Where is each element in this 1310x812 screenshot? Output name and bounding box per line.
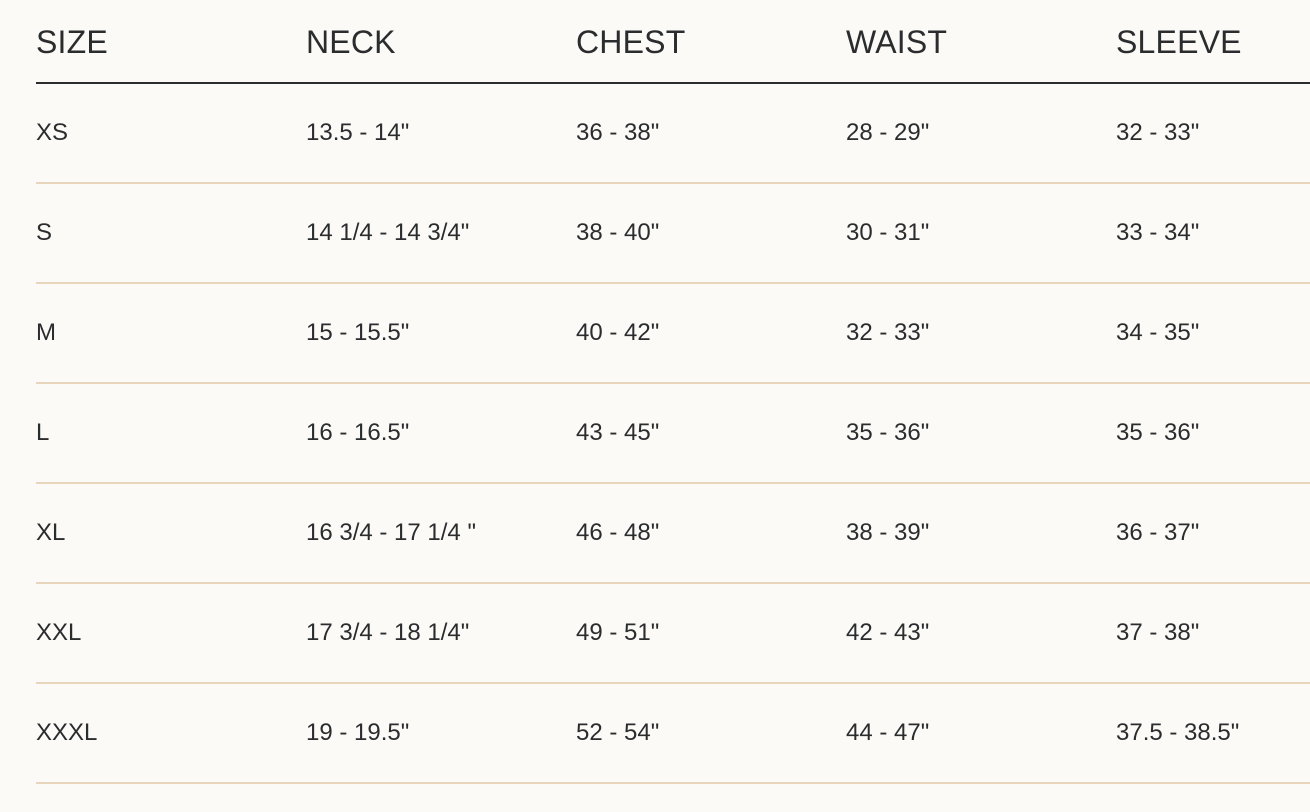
cell-sleeve: 33 - 34" <box>1116 219 1200 246</box>
cell-neck: 19 - 19.5" <box>306 719 410 746</box>
table-row: S 14 1/4 - 14 3/4" 38 - 40" 30 - 31" 33 - 34… <box>36 184 1310 284</box>
cell-sleeve: 32 - 33" <box>1116 119 1200 146</box>
column-header-neck: NECK <box>306 23 396 60</box>
cell-chest: 43 - 45" <box>576 419 660 446</box>
column-header-size: SIZE <box>36 23 108 60</box>
cell-sleeve: 34 - 35" <box>1116 319 1200 346</box>
cell-chest: 46 - 48" <box>576 519 660 546</box>
cell-neck: 13.5 - 14" <box>306 119 410 146</box>
cell-waist: 30 - 31" <box>846 219 930 246</box>
cell-sleeve: 35 - 36" <box>1116 419 1200 446</box>
cell-sleeve: 37.5 - 38.5" <box>1116 719 1240 746</box>
cell-size: XXXL <box>36 719 98 746</box>
table-row: XXL 17 3/4 - 18 1/4" 49 - 51" 42 - 43" 37 - … <box>36 584 1310 684</box>
cell-sleeve: 37 - 38" <box>1116 619 1200 646</box>
cell-neck: 16 - 16.5" <box>306 419 410 446</box>
table-row: M 15 - 15.5" 40 - 42" 32 - 33" 34 - 35" <box>36 284 1310 384</box>
column-header-chest: CHEST <box>576 23 686 60</box>
cell-waist: 42 - 43" <box>846 619 930 646</box>
cell-chest: 40 - 42" <box>576 319 660 346</box>
cell-size: XL <box>36 519 66 546</box>
cell-waist: 35 - 36" <box>846 419 930 446</box>
cell-neck: 16 3/4 - 17 1/4 " <box>306 519 476 546</box>
table-row: XL 16 3/4 - 17 1/4 " 46 - 48" 38 - 39" 36 - … <box>36 484 1310 584</box>
cell-sleeve: 36 - 37" <box>1116 519 1200 546</box>
column-header-waist: WAIST <box>846 23 948 60</box>
cell-waist: 44 - 47" <box>846 719 930 746</box>
table-row: L 16 - 16.5" 43 - 45" 35 - 36" 35 - 36" <box>36 384 1310 484</box>
table-body: XS 13.5 - 14" 36 - 38" 28 - 29" 32 - 33" S 14 … <box>36 84 1310 784</box>
cell-chest: 49 - 51" <box>576 619 660 646</box>
cell-size: XS <box>36 119 69 146</box>
cell-chest: 38 - 40" <box>576 219 660 246</box>
cell-waist: 32 - 33" <box>846 319 930 346</box>
cell-waist: 28 - 29" <box>846 119 930 146</box>
cell-neck: 15 - 15.5" <box>306 319 410 346</box>
table-row: XS 13.5 - 14" 36 - 38" 28 - 29" 32 - 33" <box>36 84 1310 184</box>
cell-neck: 17 3/4 - 18 1/4" <box>306 619 470 646</box>
table-row: XXXL 19 - 19.5" 52 - 54" 44 - 47" 37.5 - 38.… <box>36 684 1310 784</box>
cell-size: XXL <box>36 619 82 646</box>
table-header: SIZE NECK CHEST WAIST SLEEVE <box>36 0 1310 84</box>
size-chart-table: SIZE NECK CHEST WAIST SLEEVE XS 13.5 - 14" 36 … <box>36 0 1310 784</box>
cell-chest: 52 - 54" <box>576 719 660 746</box>
cell-size: S <box>36 219 53 246</box>
cell-waist: 38 - 39" <box>846 519 930 546</box>
cell-size: L <box>36 419 50 446</box>
cell-chest: 36 - 38" <box>576 119 660 146</box>
column-header-sleeve: SLEEVE <box>1116 23 1242 60</box>
cell-neck: 14 1/4 - 14 3/4" <box>306 219 470 246</box>
cell-size: M <box>36 319 56 346</box>
